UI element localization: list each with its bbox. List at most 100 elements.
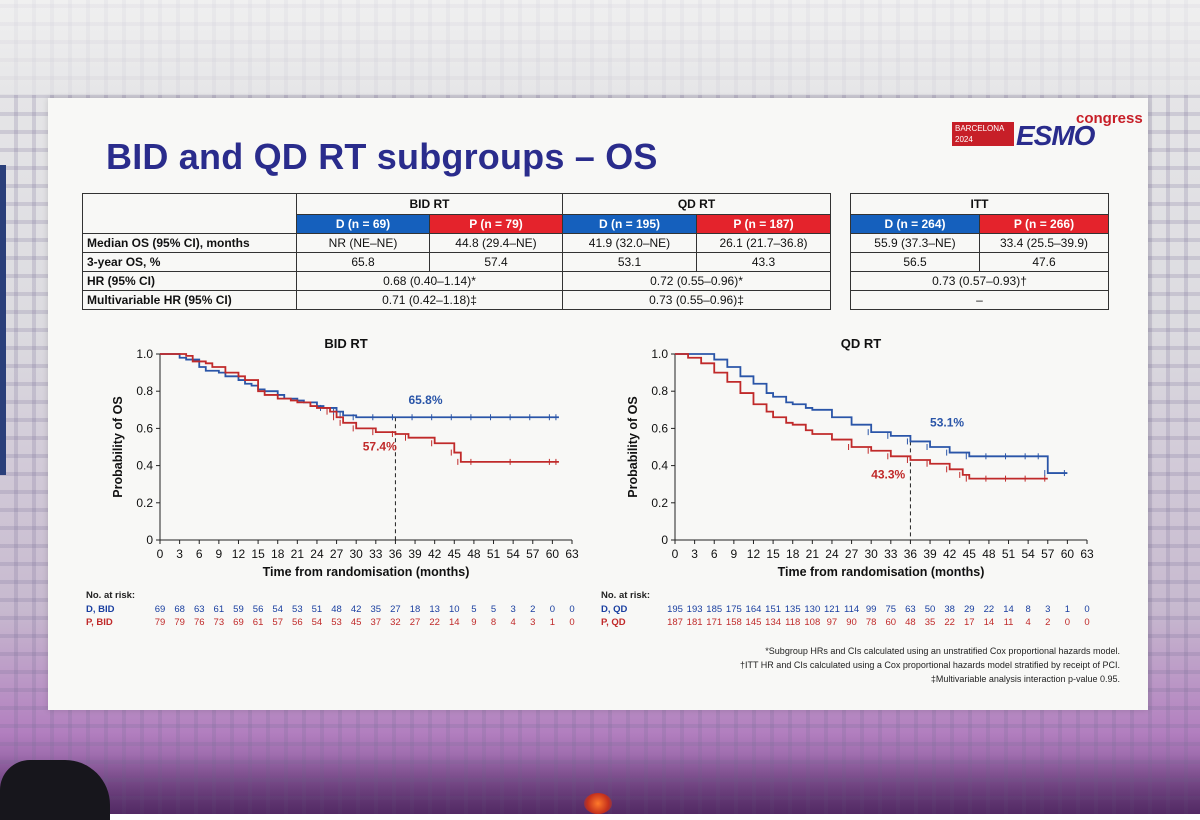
risk-value: 35	[924, 617, 936, 628]
logo-city: BARCELONA	[955, 124, 1005, 133]
y-tick-label: 0	[146, 533, 153, 547]
y-tick-label: 1.0	[136, 347, 153, 361]
arm-header: P (n = 187)	[696, 214, 831, 234]
risk-row-label: D, BID	[86, 604, 115, 615]
arm-header: D (n = 69)	[296, 214, 430, 234]
risk-table-header: No. at risk:	[86, 590, 136, 601]
risk-value: 118	[785, 617, 801, 628]
x-tick-label: 12	[232, 547, 246, 561]
risk-value: 164	[745, 604, 762, 615]
y-tick-label: 0.4	[651, 459, 668, 473]
risk-value: 63	[905, 604, 916, 615]
risk-value: 68	[174, 604, 185, 615]
x-tick-label: 3	[691, 547, 698, 561]
y-tick-label: 0.4	[136, 459, 153, 473]
x-tick-label: 30	[350, 547, 364, 561]
risk-value: 76	[193, 617, 205, 628]
risk-value: 3	[510, 604, 516, 615]
risk-value: 18	[409, 604, 421, 615]
km-curve-p-qd	[675, 353, 1048, 480]
arm-header: P (n = 266)	[979, 214, 1109, 234]
risk-value: 175	[725, 604, 742, 615]
survival-annotation: 65.8%	[409, 393, 443, 407]
km-curve-p-bid	[160, 353, 559, 463]
x-tick-label: 45	[963, 547, 977, 561]
table-cell: 57.4	[429, 252, 563, 272]
y-tick-label: 0	[661, 533, 668, 547]
group-header-qd: QD RT	[562, 193, 831, 215]
risk-value: 185	[706, 604, 723, 615]
x-tick-label: 12	[747, 547, 761, 561]
footnote: *Subgroup HRs and CIs calculated using a…	[765, 646, 1120, 656]
risk-value: 50	[924, 604, 936, 615]
y-tick-label: 0.6	[136, 421, 153, 435]
arm-header: P (n = 79)	[429, 214, 563, 234]
stage-light	[584, 793, 612, 814]
x-tick-label: 27	[330, 547, 344, 561]
table-cell: 0.68 (0.40–1.14)*	[296, 271, 563, 291]
table-cell: 33.4 (25.5–39.9)	[979, 233, 1109, 253]
risk-value: 8	[1025, 604, 1031, 615]
x-tick-label: 33	[369, 547, 383, 561]
risk-value: 29	[963, 604, 975, 615]
risk-value: 4	[1025, 617, 1031, 628]
risk-value: 56	[252, 604, 264, 615]
x-tick-label: 60	[546, 547, 560, 561]
x-tick-label: 3	[176, 547, 183, 561]
table-cell: 0.72 (0.55–0.96)*	[562, 271, 831, 291]
x-tick-label: 51	[1002, 547, 1016, 561]
x-axis-label: Time from randomisation (months)	[778, 565, 985, 579]
risk-value: 181	[686, 617, 703, 628]
risk-value: 79	[154, 617, 166, 628]
risk-value: 0	[1084, 604, 1090, 615]
side-panel	[0, 165, 6, 475]
y-tick-label: 0.8	[651, 384, 668, 398]
logo-year: 2024	[955, 135, 973, 144]
y-tick-label: 0.2	[136, 496, 153, 510]
x-tick-label: 0	[672, 547, 679, 561]
slide-title: BID and QD RT subgroups – OS	[106, 136, 658, 177]
risk-value: 5	[471, 604, 477, 615]
risk-value: 22	[429, 617, 440, 628]
risk-value: 3	[1045, 604, 1051, 615]
table-row: 0.73 (0.57–0.93)†	[850, 271, 1109, 291]
risk-value: 13	[429, 604, 440, 615]
risk-row-label: P, QD	[601, 617, 626, 628]
x-tick-label: 60	[1061, 547, 1075, 561]
table-cell: NR (NE–NE)	[296, 233, 430, 253]
x-tick-label: 51	[487, 547, 501, 561]
x-axis-label: Time from randomisation (months)	[263, 565, 470, 579]
row-label: Multivariable HR (95% CI)	[82, 290, 297, 310]
y-axis-label: Probability of OS	[111, 396, 125, 497]
risk-value: 79	[174, 617, 185, 628]
risk-value: 45	[350, 617, 362, 628]
risk-value: 14	[448, 617, 460, 628]
footnote: ‡Multivariable analysis interaction p-va…	[930, 674, 1120, 684]
risk-value: 0	[569, 617, 575, 628]
table-cell: 53.1	[562, 252, 697, 272]
table-row: 3-year OS, % 65.8 57.4 53.1 43.3	[82, 252, 831, 272]
risk-table-bid: No. at risk: D, BID 69 68 63 61 59 56 54 53 51 48 42…	[86, 590, 596, 630]
table-cell: –	[850, 290, 1109, 310]
risk-value: 0	[549, 604, 556, 615]
risk-table-header: No. at risk:	[601, 590, 651, 601]
x-tick-label: 48	[982, 547, 996, 561]
table-corner	[82, 193, 297, 234]
x-tick-label: 15	[251, 547, 265, 561]
x-tick-label: 30	[865, 547, 879, 561]
risk-value: 42	[350, 604, 362, 615]
esmo-logo: BARCELONA 2024 ESMO congress	[952, 110, 1143, 151]
x-tick-label: 18	[786, 547, 800, 561]
row-label: 3-year OS, %	[82, 252, 297, 272]
risk-value: 54	[272, 604, 283, 615]
chart-title: QD RT	[841, 336, 882, 351]
risk-value: 59	[233, 604, 244, 615]
y-tick-label: 0.2	[651, 496, 668, 510]
risk-value: 48	[331, 604, 342, 615]
table-cell: 44.8 (29.4–NE)	[429, 233, 563, 253]
x-tick-label: 45	[448, 547, 462, 561]
x-tick-label: 24	[310, 547, 324, 561]
risk-value: 0	[1084, 617, 1090, 628]
x-tick-label: 9	[216, 547, 223, 561]
x-tick-label: 9	[731, 547, 738, 561]
